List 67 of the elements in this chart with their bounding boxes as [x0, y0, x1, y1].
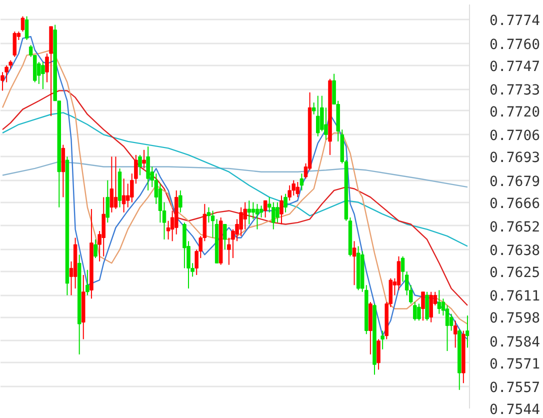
candlestick — [316, 95, 320, 137]
candlestick — [292, 180, 296, 196]
candlestick — [122, 178, 126, 213]
y-tick-label: 0.7747 — [490, 58, 540, 75]
y-tick-label: 0.7679 — [490, 174, 540, 190]
candlestick — [425, 291, 429, 322]
candlestick — [166, 220, 170, 240]
y-tick-label: 0.7760 — [490, 36, 540, 53]
candlestick — [296, 181, 300, 198]
candlestick — [352, 240, 356, 286]
candlestick — [466, 315, 470, 348]
candlestick — [4, 64, 8, 83]
y-tick-label: 0.7584 — [490, 334, 540, 350]
candlestick — [110, 156, 114, 213]
candlestick — [94, 238, 98, 259]
candlestick — [413, 302, 417, 322]
candlestick — [445, 304, 450, 352]
candlestick — [146, 146, 150, 191]
candlestick — [280, 195, 284, 225]
candlestick — [41, 61, 45, 90]
candlestick — [453, 320, 458, 348]
y-tick-label: 0.7652 — [490, 219, 540, 236]
candlestick — [106, 180, 110, 224]
candlestick — [259, 205, 264, 218]
y-tick-label: 0.7638 — [490, 243, 540, 260]
line-series — [2, 112, 468, 247]
candlestick — [86, 269, 90, 296]
candlestick — [437, 290, 442, 314]
y-tick-label: 0.7571 — [490, 356, 540, 372]
candlestick — [263, 200, 268, 218]
candlestick — [421, 291, 425, 322]
y-tick-label: 0.7666 — [490, 196, 540, 212]
candlestick — [429, 291, 433, 323]
y-tick-label: 0.7557 — [490, 380, 540, 396]
candlestick — [417, 303, 421, 322]
y-tick-label: 0.7733 — [490, 82, 540, 99]
candlestick — [178, 190, 182, 213]
y-tick-label: 0.7720 — [490, 104, 540, 120]
candlestick — [284, 193, 288, 213]
candlestick — [255, 203, 260, 230]
candlestick — [300, 173, 304, 191]
candlestick — [380, 330, 384, 350]
candlestick — [12, 31, 17, 58]
y-tick-label: 0.7774 — [490, 13, 540, 30]
candlestick — [24, 16, 29, 40]
candlestick — [396, 256, 401, 291]
candlestick — [206, 206, 211, 224]
candlestick — [223, 224, 227, 250]
candlestick — [247, 200, 252, 225]
candlestick — [114, 156, 118, 210]
candlestick — [288, 184, 292, 202]
candlestick — [239, 206, 243, 237]
candlestick — [251, 202, 256, 220]
y-tick-label: 0.7693 — [490, 150, 540, 166]
y-tick-label: 0.7544 — [490, 402, 540, 418]
candlestick — [142, 149, 146, 169]
y-tick-label: 0.7706 — [490, 128, 540, 144]
candlestick — [276, 202, 280, 224]
y-tick-label: 0.7625 — [490, 265, 540, 282]
candlestick — [61, 144, 66, 198]
candlestick — [376, 338, 380, 370]
line-series — [2, 161, 468, 188]
line-series — [2, 90, 468, 306]
candlestick — [20, 16, 25, 32]
y-tick-label: 0.7598 — [490, 310, 540, 327]
candlestick — [138, 154, 142, 176]
y-tick-label: 0.7611 — [490, 288, 540, 305]
